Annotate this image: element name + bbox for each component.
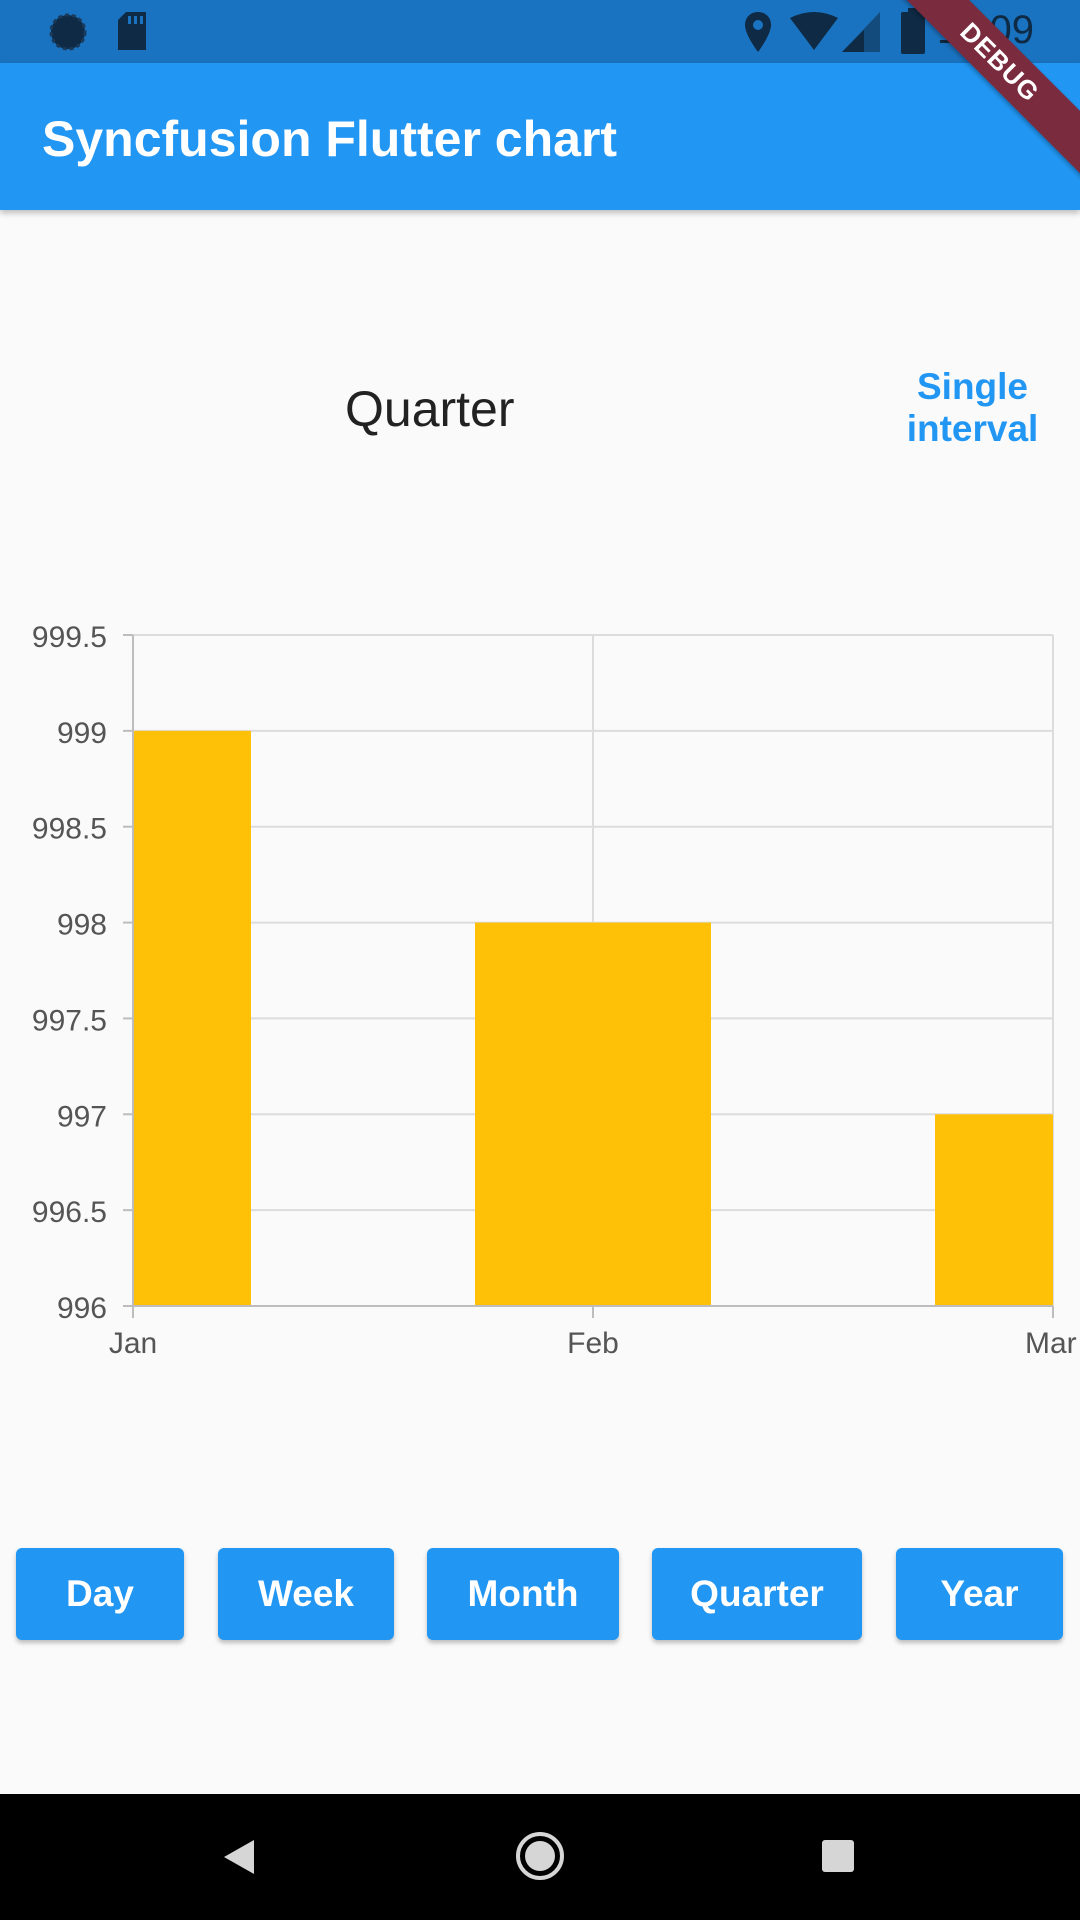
navigation-bar	[0, 1794, 1080, 1920]
wifi-icon	[790, 12, 838, 50]
sync-icon	[49, 13, 87, 51]
week-button[interactable]: Week	[218, 1548, 394, 1640]
home-icon[interactable]	[514, 1830, 566, 1882]
y-tick-label: 999	[57, 717, 107, 750]
recents-icon[interactable]	[821, 1839, 855, 1873]
y-tick-label: 998.5	[32, 813, 107, 846]
bar-mar	[935, 1114, 1053, 1306]
day-button[interactable]: Day	[16, 1548, 184, 1640]
y-tick-label: 996.5	[32, 1196, 107, 1229]
sd-card-icon	[118, 12, 146, 50]
y-tick-label: 996	[57, 1292, 107, 1325]
y-tick-label: 998	[57, 909, 107, 942]
single-interval-button[interactable]: Single interval	[906, 366, 1039, 449]
y-tick-label: 997.5	[32, 1004, 107, 1037]
battery-icon	[901, 8, 925, 54]
bar-chart: 996 996.5 997 997.5 998 998.5 999 999.5 Jan Feb Ma…	[32, 621, 1077, 1360]
x-tick-label: Jan	[109, 1327, 157, 1360]
bar-feb	[475, 922, 711, 1306]
back-icon[interactable]	[222, 1838, 256, 1876]
y-tick-label: 999.5	[32, 621, 107, 654]
quarter-button[interactable]: Quarter	[652, 1548, 862, 1640]
y-tick-label: 997	[57, 1100, 107, 1133]
month-button[interactable]: Month	[427, 1548, 619, 1640]
x-tick-label: Mar	[1025, 1327, 1077, 1360]
year-button[interactable]: Year	[896, 1548, 1063, 1640]
location-icon	[745, 12, 771, 52]
app-title: Syncfusion Flutter chart	[42, 111, 618, 167]
chart-title: Quarter	[345, 381, 515, 437]
app-bar: Syncfusion Flutter chart	[0, 63, 1080, 210]
signal-icon	[842, 12, 880, 52]
bar-jan	[133, 730, 251, 1306]
range-button-row: Day Week Month Quarter Year	[0, 1548, 1080, 1640]
x-tick-label: Feb	[567, 1327, 619, 1360]
